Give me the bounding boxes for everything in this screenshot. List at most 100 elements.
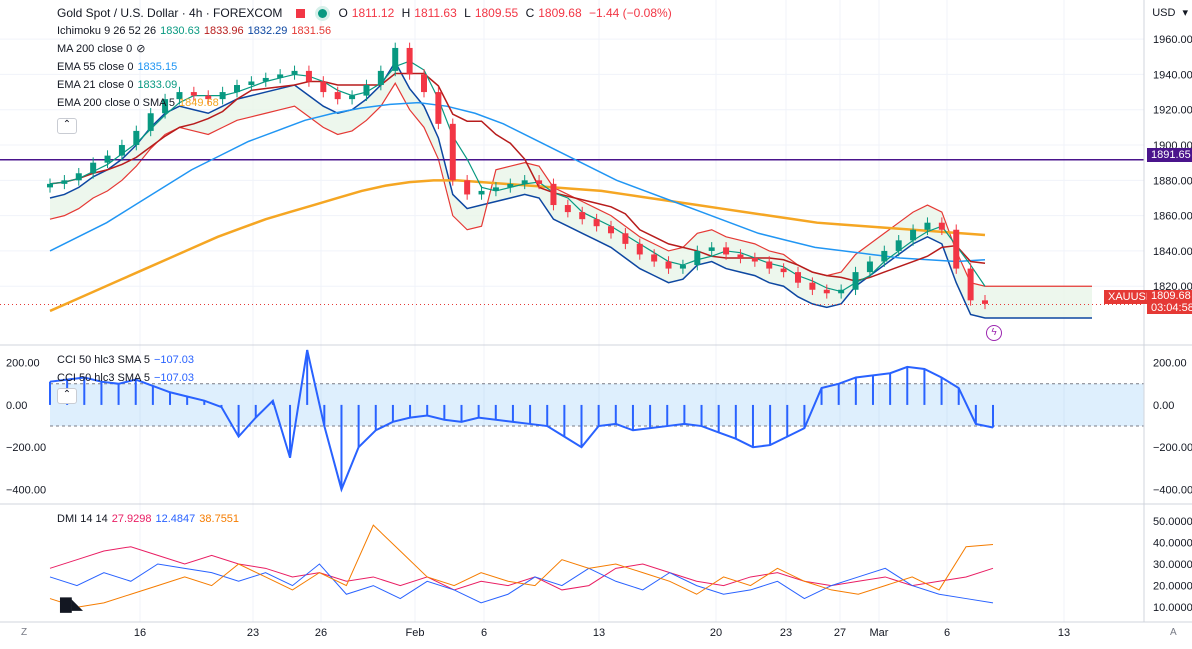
event-lightning-icon[interactable]: ϟ xyxy=(986,325,1002,341)
collapse-legend-button[interactable]: ⌃ xyxy=(57,118,77,134)
dmi-series-line[interactable] xyxy=(49,563,994,604)
indicator-legend-row[interactable]: EMA 21 close 0 1833.09 xyxy=(57,76,335,94)
candle-body xyxy=(334,92,341,100)
currency-label[interactable]: USD ▾ xyxy=(1152,7,1188,19)
cci-legend-row[interactable]: CCI 50 hlc3 SMA 5 −107.03 xyxy=(57,351,198,369)
ohlc-close-label: C xyxy=(525,6,535,20)
candle-body xyxy=(751,257,758,262)
tradingview-logo-icon[interactable]: ▇◣ xyxy=(60,596,84,613)
kijun-line[interactable] xyxy=(49,72,986,282)
price-tick-label: 1940.00 xyxy=(1153,69,1192,81)
time-tick-label: Mar xyxy=(870,627,889,639)
candle-body xyxy=(866,261,873,273)
cci-line[interactable] xyxy=(49,349,994,493)
indicator-name: EMA 55 close 0 xyxy=(57,61,134,73)
last-price-tag: 1809.68 03:04:58 xyxy=(1147,290,1192,314)
candle-body xyxy=(780,268,787,273)
dmi-pane xyxy=(49,524,994,608)
price-indicator-lines xyxy=(0,60,1144,313)
candle-body xyxy=(478,190,485,195)
dmi-tick-label: 40.0000 xyxy=(1153,537,1192,549)
indicator-legend-row[interactable]: EMA 55 close 0 1835.15 xyxy=(57,58,335,76)
candle-body xyxy=(895,240,902,251)
candle-body xyxy=(795,272,801,283)
candle-body xyxy=(392,47,399,71)
candlesticks xyxy=(47,42,988,310)
cci-name: CCI 50 hlc3 SMA 5 xyxy=(57,372,150,384)
candle-body xyxy=(982,300,988,304)
cci-value: −107.03 xyxy=(153,354,195,366)
bar-countdown: 03:04:58 xyxy=(1151,302,1192,314)
indicator-legend-row[interactable]: MA 200 close 0 ⊘ xyxy=(57,40,335,58)
candle-body xyxy=(737,254,744,258)
cci-value: −107.03 xyxy=(153,372,195,384)
candle-body xyxy=(205,95,212,100)
auto-scale-label[interactable]: A xyxy=(1170,627,1177,638)
candle-body xyxy=(118,145,125,156)
indicator-value: 1832.29 xyxy=(247,25,288,37)
candle-body xyxy=(823,289,830,294)
ohlc-open: 1811.12 xyxy=(351,6,395,20)
dmi-tick-label: 20.0000 xyxy=(1153,581,1192,593)
price-tick-label: 1960.00 xyxy=(1153,34,1192,46)
cci-name: CCI 50 hlc3 SMA 5 xyxy=(57,354,150,366)
time-tick-label: 26 xyxy=(315,627,327,639)
symbol-title[interactable]: Gold Spot / U.S. Dollar · 4h · FOREXCOM xyxy=(57,6,283,20)
candle-body xyxy=(809,282,816,290)
hidden-eye-icon[interactable]: ⊘ xyxy=(136,43,146,55)
dmi-value: 12.4847 xyxy=(155,513,196,525)
candle-body xyxy=(838,289,845,294)
candle-body xyxy=(521,180,528,184)
collapse-cci-legend-button[interactable]: ⌃ xyxy=(57,388,77,404)
corner-left-label[interactable]: Z xyxy=(21,627,28,638)
candle-body xyxy=(162,99,169,114)
candle-body xyxy=(176,92,183,100)
indicator-value: 1833.09 xyxy=(137,79,178,91)
indicator-value: 1830.63 xyxy=(160,25,200,37)
candle-body xyxy=(363,85,370,96)
market-status-icon[interactable] xyxy=(318,9,328,18)
price-tick-label: 1840.00 xyxy=(1153,246,1192,258)
dmi-value: 38.7551 xyxy=(199,513,240,525)
ema-55-line[interactable] xyxy=(49,101,986,263)
dmi-name: DMI 14 14 xyxy=(57,513,108,525)
ohlc-change: −1.44 (−0.08%) xyxy=(588,6,672,20)
ema-200-line[interactable] xyxy=(49,179,986,313)
candle-body xyxy=(277,74,284,78)
time-tick-label: Feb xyxy=(406,627,425,639)
cci-legend-row[interactable]: CCI 50 hlc3 SMA 5 −107.03 xyxy=(57,369,198,387)
indicator-legend-row[interactable]: EMA 200 close 0 SMA 5 1849.68 xyxy=(57,94,335,112)
flag-icon[interactable] xyxy=(295,9,305,18)
candle-body xyxy=(694,250,701,266)
dmi-legend-row[interactable]: DMI 14 14 27.9298 12.4847 38.7551 xyxy=(57,510,243,528)
candle-body xyxy=(291,70,298,75)
candle-body xyxy=(579,212,586,220)
cci-tick-label: −400.00 xyxy=(1153,484,1192,496)
candle-body xyxy=(910,229,917,241)
candle-body xyxy=(766,261,773,269)
dmi-series-line[interactable] xyxy=(49,546,994,591)
candle-body xyxy=(924,222,931,230)
candle-body xyxy=(305,70,312,82)
candle-body xyxy=(564,205,571,213)
candle-body xyxy=(435,92,442,124)
cci-legend: CCI 50 hlc3 SMA 5 −107.03 CCI 50 hlc3 SMA … xyxy=(57,351,198,387)
dmi-series-line[interactable] xyxy=(49,524,994,608)
candle-body xyxy=(406,47,413,75)
time-tick-label: 13 xyxy=(1058,627,1070,639)
candle-body xyxy=(190,92,197,96)
ohlc-high-label: H xyxy=(401,6,411,20)
symbol-tag: XAUUSD xyxy=(1104,290,1158,304)
cci-band-fill xyxy=(50,383,1144,427)
senkou-span-a xyxy=(49,60,1092,319)
cci-pane xyxy=(49,349,1144,493)
candle-body xyxy=(133,130,140,146)
indicator-legend-row[interactable]: Ichimoku 9 26 52 26 1830.63 1833.96 1832.29… xyxy=(57,22,335,40)
time-tick-label: 27 xyxy=(834,627,846,639)
candle-body xyxy=(852,272,859,290)
dmi-tick-label: 50.0000 xyxy=(1153,516,1192,528)
candle-body xyxy=(47,183,53,188)
indicator-name: EMA 200 close 0 SMA 5 xyxy=(57,97,176,109)
